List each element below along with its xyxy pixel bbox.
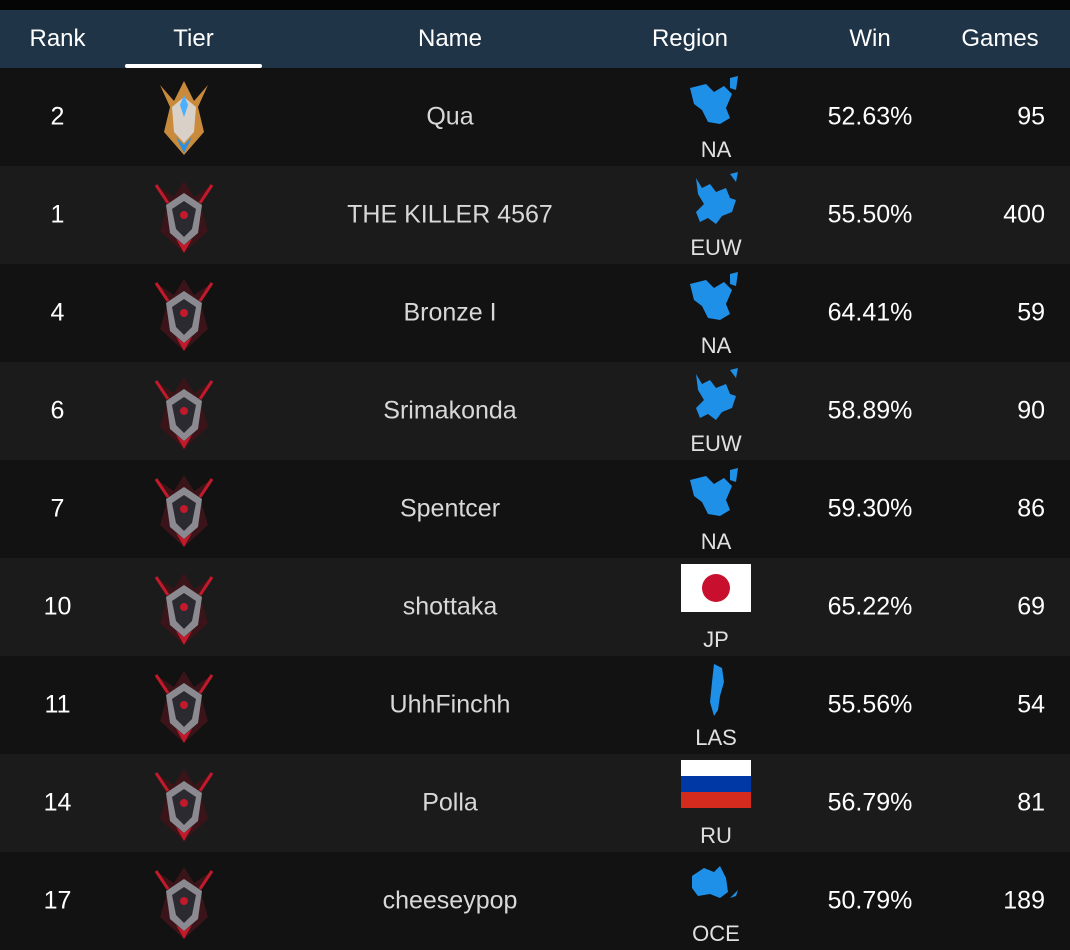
region-label: EUW — [690, 235, 742, 260]
japan-flag-icon — [666, 564, 766, 612]
games-count: 86 — [1017, 494, 1045, 523]
win-rate: 59.30% — [827, 494, 913, 523]
master-tier-icon — [150, 175, 218, 255]
header-tier[interactable]: Tier — [173, 25, 214, 52]
rank-cell: 2 — [50, 102, 65, 131]
region-cell: LAS — [666, 662, 766, 752]
master-tier-icon — [150, 371, 218, 451]
las-map-icon — [666, 662, 766, 718]
rank-cell: 10 — [43, 592, 72, 621]
player-name[interactable]: shottaka — [402, 592, 498, 621]
rank-cell: 11 — [44, 690, 71, 719]
na-map-icon — [666, 466, 766, 522]
region-label: JP — [703, 627, 729, 652]
games-count: 189 — [1003, 886, 1045, 915]
rank-cell: 6 — [50, 396, 65, 425]
master-tier-icon — [150, 273, 218, 353]
player-name[interactable]: cheeseypop — [382, 886, 518, 915]
table-row[interactable]: 11 UhhFinchh LAS 55.56% 54 — [0, 656, 1070, 754]
region-label: EUW — [690, 431, 742, 456]
rank-cell: 7 — [50, 494, 65, 523]
table-header: Rank Tier Name Region Win Games — [0, 10, 1070, 68]
euw-map-icon — [666, 172, 766, 228]
active-sort-underline — [125, 64, 262, 68]
table-row[interactable]: 7 Spentcer NA 59.30% 86 — [0, 460, 1070, 558]
table-row[interactable]: 17 cheeseypop OCE 50.79% 189 — [0, 852, 1070, 950]
master-tier-icon — [150, 469, 218, 549]
header-win[interactable]: Win — [849, 25, 891, 52]
region-cell: NA — [666, 466, 766, 556]
rank-cell: 14 — [43, 788, 72, 817]
rank-cell: 1 — [50, 200, 65, 229]
region-cell: EUW — [666, 368, 766, 458]
player-name[interactable]: Qua — [426, 102, 474, 131]
master-tier-icon — [150, 567, 218, 647]
table-row[interactable]: 6 Srimakonda EUW 58.89% 90 — [0, 362, 1070, 460]
region-label: LAS — [695, 725, 737, 750]
rank-cell: 4 — [50, 298, 65, 327]
header-name[interactable]: Name — [417, 25, 483, 52]
player-name[interactable]: Polla — [422, 788, 478, 817]
win-rate: 58.89% — [827, 396, 913, 425]
win-rate: 52.63% — [827, 102, 913, 131]
na-map-icon — [666, 270, 766, 326]
win-rate: 50.79% — [827, 886, 913, 915]
games-count: 95 — [1017, 102, 1045, 131]
table-row[interactable]: 14 Polla RU 56.79% 81 — [0, 754, 1070, 852]
leaderboard-rows: 2 Qua NA 52.63% 95 1 THE KILLER 4567 EUW… — [0, 68, 1070, 950]
games-count: 81 — [1017, 788, 1045, 817]
games-count: 90 — [1017, 396, 1045, 425]
na-map-icon — [666, 74, 766, 130]
master-tier-icon — [150, 763, 218, 843]
region-cell: EUW — [666, 172, 766, 262]
win-rate: 65.22% — [827, 592, 913, 621]
master-tier-icon — [150, 665, 218, 745]
region-cell: RU — [666, 760, 766, 850]
euw-map-icon — [666, 368, 766, 424]
win-rate: 55.56% — [827, 690, 913, 719]
table-row[interactable]: 2 Qua NA 52.63% 95 — [0, 68, 1070, 166]
region-cell: NA — [666, 270, 766, 360]
challenger-tier-icon — [150, 77, 218, 157]
region-cell: JP — [666, 564, 766, 654]
player-name[interactable]: Srimakonda — [383, 396, 517, 425]
region-label: RU — [700, 823, 732, 848]
master-tier-icon — [150, 861, 218, 941]
games-count: 69 — [1017, 592, 1045, 621]
player-name[interactable]: THE KILLER 4567 — [347, 200, 553, 229]
region-label: NA — [700, 333, 732, 358]
win-rate: 64.41% — [827, 298, 913, 327]
oce-map-icon — [666, 858, 766, 914]
region-cell: NA — [666, 74, 766, 164]
table-row[interactable]: 1 THE KILLER 4567 EUW 55.50% 400 — [0, 166, 1070, 264]
top-bar — [0, 0, 1070, 10]
region-label: NA — [700, 529, 732, 554]
win-rate: 56.79% — [827, 788, 913, 817]
table-row[interactable]: 4 Bronze I NA 64.41% 59 — [0, 264, 1070, 362]
header-region[interactable]: Region — [651, 25, 729, 52]
header-rank[interactable]: Rank — [29, 25, 86, 52]
player-name[interactable]: UhhFinchh — [389, 690, 511, 719]
games-count: 54 — [1017, 690, 1045, 719]
russia-flag-icon — [666, 760, 766, 808]
player-name[interactable]: Spentcer — [399, 494, 501, 523]
player-name[interactable]: Bronze I — [403, 298, 497, 327]
header-games[interactable]: Games — [961, 25, 1039, 52]
region-label: OCE — [692, 921, 740, 946]
win-rate: 55.50% — [827, 200, 913, 229]
table-row[interactable]: 10 shottaka JP 65.22% 69 — [0, 558, 1070, 656]
rank-cell: 17 — [43, 886, 72, 915]
region-label: NA — [700, 137, 732, 162]
games-count: 59 — [1017, 298, 1045, 327]
region-cell: OCE — [666, 858, 766, 948]
games-count: 400 — [1003, 200, 1045, 229]
